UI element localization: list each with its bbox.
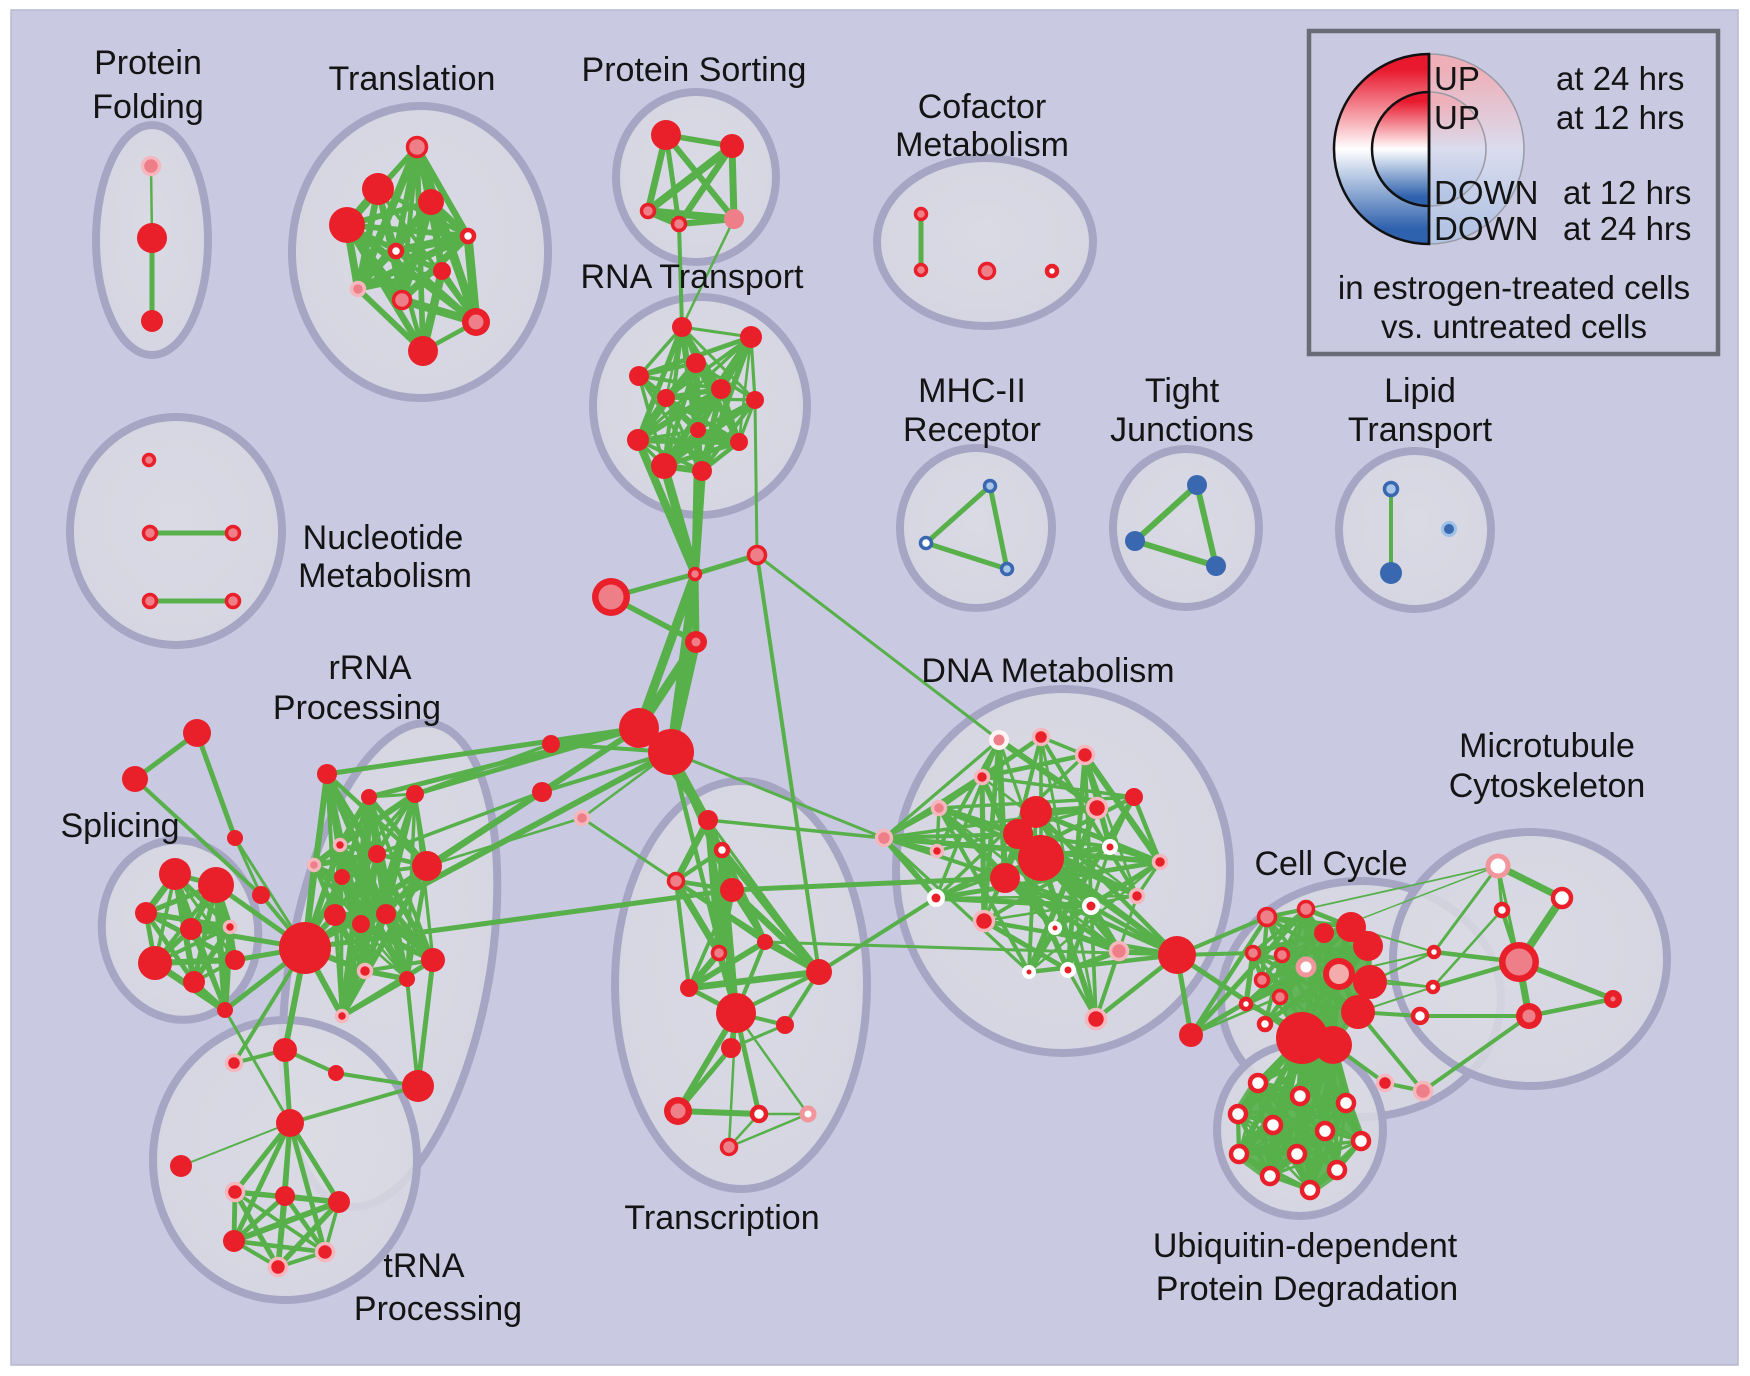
svg-text:Splicing: Splicing (60, 807, 179, 845)
svg-text:UP: UP (1434, 60, 1480, 97)
svg-text:Folding: Folding (92, 88, 204, 126)
svg-text:DOWN: DOWN (1434, 174, 1538, 211)
svg-text:RNA Transport: RNA Transport (581, 258, 805, 296)
svg-text:UP: UP (1434, 99, 1480, 136)
svg-text:Protein Sorting: Protein Sorting (582, 51, 807, 89)
svg-text:Transport: Transport (1348, 411, 1493, 449)
svg-text:at 12 hrs: at 12 hrs (1556, 99, 1684, 136)
svg-text:vs. untreated cells: vs. untreated cells (1381, 308, 1647, 345)
svg-text:Nucleotide: Nucleotide (303, 519, 464, 557)
svg-text:Processing: Processing (354, 1290, 522, 1328)
svg-text:Tight: Tight (1145, 372, 1220, 410)
svg-text:Translation: Translation (329, 60, 496, 98)
svg-text:DNA Metabolism: DNA Metabolism (921, 652, 1174, 690)
svg-text:Junctions: Junctions (1110, 411, 1254, 449)
svg-text:Protein Degradation: Protein Degradation (1156, 1270, 1458, 1308)
svg-text:MHC-II: MHC-II (918, 372, 1026, 410)
svg-text:Cytoskeleton: Cytoskeleton (1449, 767, 1646, 805)
svg-text:DOWN: DOWN (1434, 210, 1538, 247)
svg-text:Cell Cycle: Cell Cycle (1254, 845, 1407, 883)
svg-text:rRNA: rRNA (328, 649, 411, 687)
svg-text:Cofactor: Cofactor (918, 88, 1047, 126)
svg-text:Lipid: Lipid (1384, 372, 1456, 410)
svg-text:tRNA: tRNA (383, 1247, 465, 1285)
svg-text:at 24 hrs: at 24 hrs (1556, 60, 1684, 97)
svg-text:Microtubule: Microtubule (1459, 727, 1635, 765)
svg-text:at 12 hrs: at 12 hrs (1563, 174, 1691, 211)
svg-text:Ubiquitin-dependent: Ubiquitin-dependent (1153, 1227, 1458, 1265)
svg-text:at 24 hrs: at 24 hrs (1563, 210, 1691, 247)
svg-text:in estrogen-treated cells: in estrogen-treated cells (1338, 269, 1690, 306)
svg-text:Transcription: Transcription (624, 1199, 819, 1237)
svg-text:Processing: Processing (273, 689, 441, 727)
svg-text:Receptor: Receptor (903, 411, 1041, 449)
svg-text:Metabolism: Metabolism (895, 126, 1069, 164)
svg-text:Metabolism: Metabolism (298, 557, 472, 595)
svg-text:Protein: Protein (94, 44, 202, 82)
